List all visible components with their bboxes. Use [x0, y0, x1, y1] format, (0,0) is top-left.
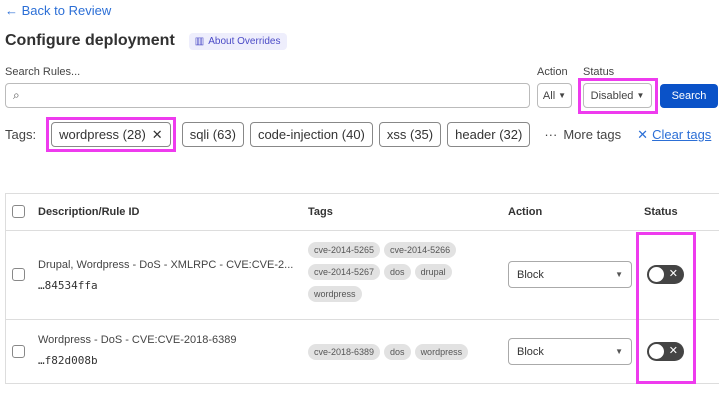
caret-down-icon: ▼: [615, 347, 623, 356]
action-filter-value: All: [542, 89, 556, 102]
rule-tag: cve-2018-6389: [308, 344, 381, 360]
tags-row: Tags: wordpress (28) ✕ sqli (63) code-inj…: [5, 117, 711, 152]
tags-label: Tags:: [5, 127, 37, 142]
ellipsis-icon: ···: [544, 127, 558, 142]
search-button[interactable]: Search: [660, 84, 718, 108]
row-checkbox[interactable]: [12, 268, 25, 281]
table-row: Wordpress - DoS - CVE:CVE-2018-6389 …f82…: [6, 320, 719, 383]
tag-chip-header[interactable]: header (32): [447, 122, 531, 147]
rule-action-select[interactable]: Block ▼: [508, 338, 632, 365]
tag-chip-sqli[interactable]: sqli (63): [181, 122, 244, 147]
close-icon[interactable]: ✕: [151, 126, 163, 142]
column-header-description: Description/Rule ID: [38, 206, 140, 218]
search-rules-label: Search Rules...: [5, 66, 81, 78]
rule-tag: cve-2014-5266: [384, 242, 457, 258]
select-all-checkbox[interactable]: [12, 205, 25, 218]
action-filter-label: Action: [537, 66, 568, 78]
rule-status-toggle[interactable]: ✕: [647, 342, 684, 361]
rule-tag: cve-2014-5265: [308, 242, 381, 258]
rule-id: …84534ffa: [38, 279, 98, 292]
rule-action-value: Block: [517, 268, 544, 281]
page-title: Configure deployment: [5, 32, 175, 49]
back-to-review-link[interactable]: ← Back to Review: [5, 3, 112, 18]
search-input[interactable]: ⌕: [5, 83, 530, 108]
search-icon: ⌕: [13, 88, 20, 102]
clear-tags-label: Clear tags: [652, 127, 712, 142]
rule-tag: wordpress: [308, 286, 362, 302]
rule-description-cell: Drupal, Wordpress - DoS - XMLRPC - CVE:C…: [38, 259, 300, 292]
status-column-highlight: [636, 232, 696, 384]
rule-action-value: Block: [517, 345, 544, 358]
rules-table: Description/Rule ID Tags Action Status D…: [5, 193, 719, 384]
tag-chip-code-injection[interactable]: code-injection (40): [249, 122, 373, 147]
about-overrides-button[interactable]: ▥ About Overrides: [188, 32, 287, 50]
rule-action-select[interactable]: Block ▼: [508, 261, 632, 288]
more-tags-label: More tags: [563, 127, 622, 142]
page-header: Configure deployment ▥ About Overrides: [5, 32, 287, 50]
about-overrides-label: About Overrides: [208, 35, 281, 47]
rule-tag: cve-2014-5267: [308, 264, 381, 280]
rule-tag: dos: [384, 344, 411, 360]
rule-description: Wordpress - DoS - CVE:CVE-2018-6389: [38, 334, 237, 346]
book-icon: ▥: [194, 35, 205, 47]
row-checkbox[interactable]: [12, 345, 25, 358]
table-row: Drupal, Wordpress - DoS - XMLRPC - CVE:C…: [6, 231, 719, 319]
rule-id: …f82d008b: [38, 354, 98, 367]
close-icon: ✕: [637, 126, 649, 142]
tag-chip-xss[interactable]: xss (35): [378, 122, 442, 147]
tag-chip-label: wordpress (28): [59, 127, 146, 142]
column-header-tags: Tags: [308, 206, 333, 218]
column-header-action: Action: [508, 206, 543, 218]
column-header-status: Status: [644, 206, 678, 218]
status-filter-label: Status: [583, 66, 615, 78]
x-icon: ✕: [668, 345, 678, 357]
x-icon: ✕: [668, 268, 678, 280]
status-filter-value: Disabled: [590, 89, 634, 102]
caret-down-icon: ▼: [636, 91, 645, 100]
tag-chip-wordpress[interactable]: wordpress (28) ✕: [51, 122, 171, 147]
clear-tags-link[interactable]: ✕ Clear tags: [637, 127, 711, 143]
rule-tag: drupal: [414, 264, 452, 280]
rule-status-toggle[interactable]: ✕: [647, 265, 684, 284]
status-filter-select[interactable]: Disabled ▼: [583, 83, 652, 108]
rule-description: Drupal, Wordpress - DoS - XMLRPC - CVE:C…: [38, 259, 294, 271]
more-tags-button[interactable]: ··· More tags: [544, 127, 621, 142]
rule-tag: dos: [384, 264, 411, 280]
caret-down-icon: ▼: [615, 270, 623, 279]
action-filter-select[interactable]: All ▼: [537, 83, 572, 108]
rule-tag: wordpress: [414, 344, 469, 360]
caret-down-icon: ▼: [558, 91, 567, 100]
selected-tag-highlight: wordpress (28) ✕: [46, 117, 176, 152]
rule-description-cell: Wordpress - DoS - CVE:CVE-2018-6389 …f82…: [38, 334, 300, 367]
status-filter-highlight: [578, 78, 658, 114]
